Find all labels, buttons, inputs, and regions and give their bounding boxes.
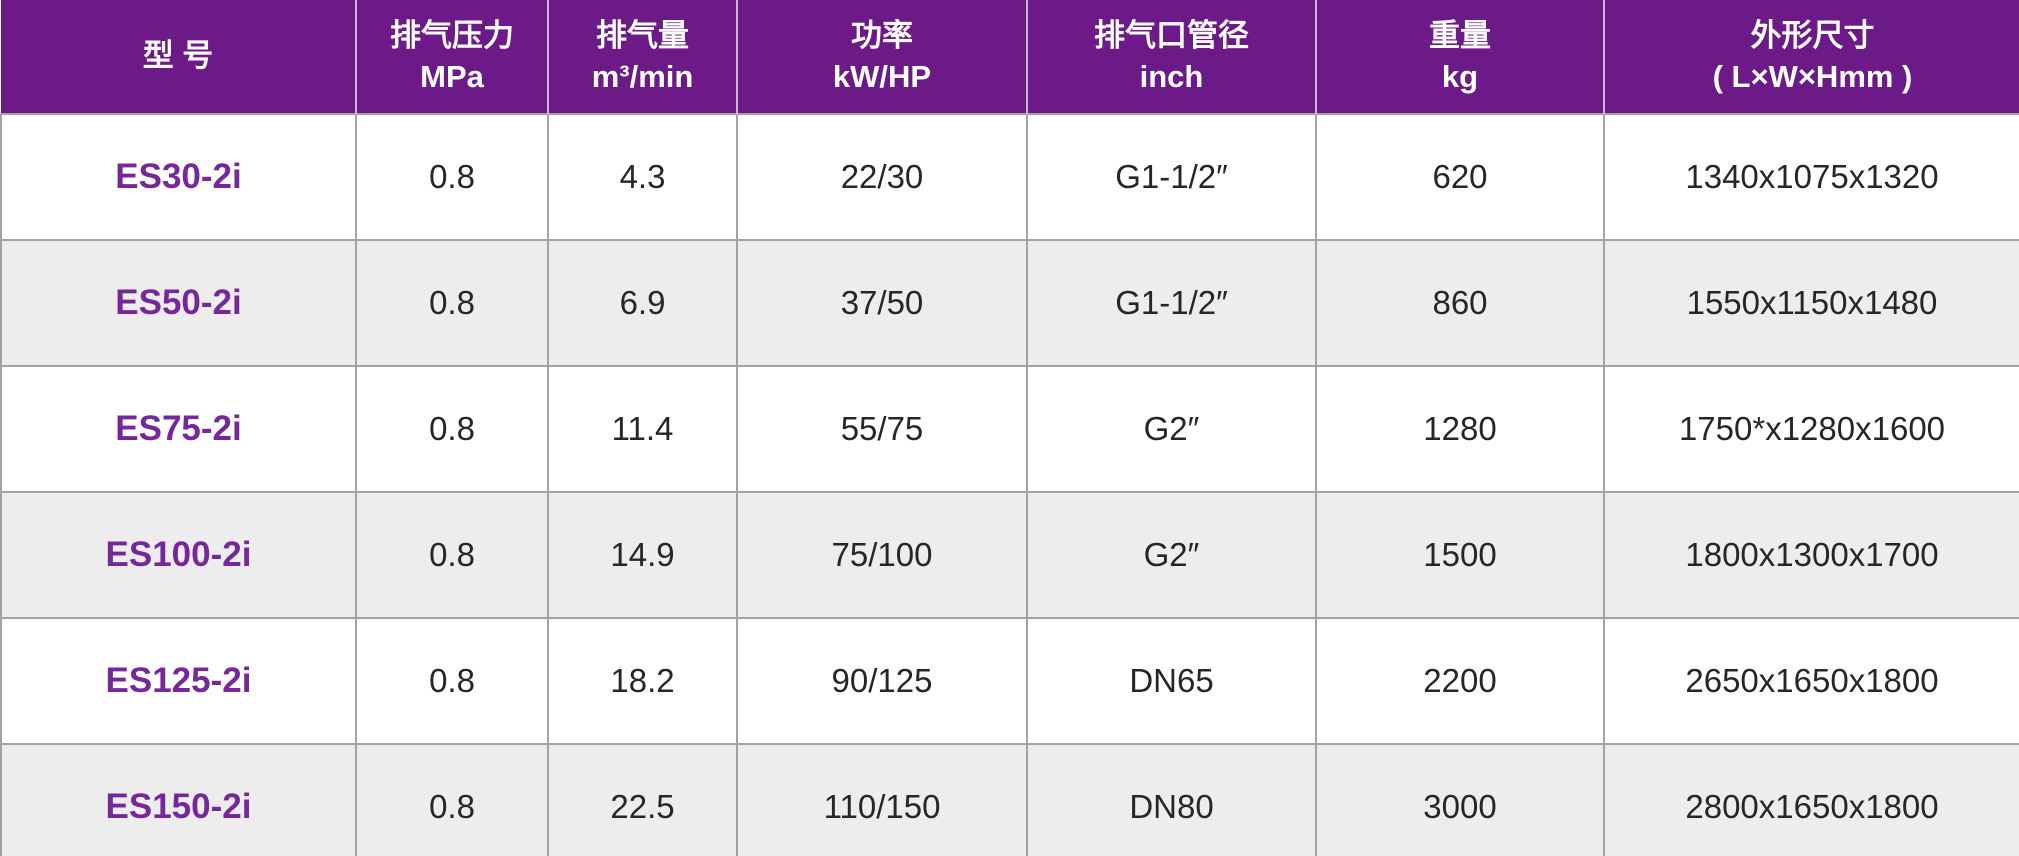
- cell-dimensions: 2800x1650x1800: [1603, 743, 2019, 856]
- cell-outlet: G2″: [1026, 491, 1317, 619]
- table-row: ES50-2i 0.8 6.9 37/50 G1-1/2″ 860 1550x1…: [0, 239, 2019, 367]
- header-outlet: 排气口管径 inch: [1026, 0, 1316, 114]
- cell-displacement: 6.9: [547, 239, 738, 367]
- cell-power: 110/150: [736, 743, 1028, 856]
- header-weight-title: 重量: [1429, 17, 1491, 53]
- cell-weight: 2200: [1315, 617, 1605, 745]
- cell-outlet: DN65: [1026, 617, 1317, 745]
- cell-pressure: 0.8: [355, 743, 549, 856]
- cell-outlet: G2″: [1026, 365, 1317, 493]
- cell-model: ES150-2i: [0, 743, 357, 856]
- cell-model: ES100-2i: [0, 491, 357, 619]
- cell-displacement: 22.5: [547, 743, 738, 856]
- cell-model: ES75-2i: [0, 365, 357, 493]
- header-power-unit: kW/HP: [832, 58, 932, 94]
- cell-displacement: 14.9: [547, 491, 738, 619]
- header-dimensions-title: 外形尺寸: [1750, 17, 1875, 53]
- cell-weight: 1280: [1315, 365, 1605, 493]
- cell-model: ES125-2i: [0, 617, 357, 745]
- cell-displacement: 4.3: [547, 113, 738, 241]
- cell-weight: 3000: [1315, 743, 1605, 856]
- table-row: ES150-2i 0.8 22.5 110/150 DN80 3000 2800…: [0, 743, 2019, 856]
- header-model-title: 型 号: [142, 38, 214, 74]
- header-outlet-unit: inch: [1139, 58, 1204, 94]
- cell-power: 75/100: [736, 491, 1028, 619]
- header-displacement-title: 排气量: [596, 17, 689, 53]
- cell-power: 55/75: [736, 365, 1028, 493]
- cell-weight: 1500: [1315, 491, 1605, 619]
- cell-pressure: 0.8: [355, 491, 549, 619]
- cell-dimensions: 1340x1075x1320: [1603, 113, 2019, 241]
- cell-pressure: 0.8: [355, 113, 549, 241]
- header-model: 型 号: [1, 0, 356, 114]
- header-dimensions: 外形尺寸 ( L×W×Hmm ): [1603, 0, 2019, 114]
- table-row: ES30-2i 0.8 4.3 22/30 G1-1/2″ 620 1340x1…: [0, 113, 2019, 241]
- header-outlet-title: 排气口管径: [1094, 17, 1249, 53]
- cell-power: 22/30: [736, 113, 1028, 241]
- cell-pressure: 0.8: [355, 617, 549, 745]
- header-row: 型 号 排气压力 MPa 排气量 m³/min 功率 kW/HP 排气口管径 i…: [1, 0, 2019, 114]
- cell-outlet: G1-1/2″: [1026, 239, 1317, 367]
- header-pressure-unit: MPa: [420, 58, 484, 94]
- cell-power: 37/50: [736, 239, 1028, 367]
- cell-model: ES50-2i: [0, 239, 357, 367]
- header-power-title: 功率: [851, 17, 913, 53]
- cell-weight: 620: [1315, 113, 1605, 241]
- cell-model: ES30-2i: [0, 113, 357, 241]
- cell-displacement: 18.2: [547, 617, 738, 745]
- cell-outlet: G1-1/2″: [1026, 113, 1317, 241]
- header-weight: 重量 kg: [1315, 0, 1604, 114]
- cell-pressure: 0.8: [355, 239, 549, 367]
- header-displacement: 排气量 m³/min: [547, 0, 737, 114]
- cell-pressure: 0.8: [355, 365, 549, 493]
- header-dimensions-unit: ( L×W×Hmm ): [1712, 58, 1913, 94]
- cell-power: 90/125: [736, 617, 1028, 745]
- header-displacement-unit: m³/min: [591, 58, 694, 94]
- table-row: ES75-2i 0.8 11.4 55/75 G2″ 1280 1750*x12…: [0, 365, 2019, 493]
- cell-dimensions: 1800x1300x1700: [1603, 491, 2019, 619]
- table-row: ES100-2i 0.8 14.9 75/100 G2″ 1500 1800x1…: [0, 491, 2019, 619]
- cell-dimensions: 1550x1150x1480: [1603, 239, 2019, 367]
- cell-weight: 860: [1315, 239, 1605, 367]
- header-pressure-title: 排气压力: [390, 17, 514, 53]
- header-pressure: 排气压力 MPa: [355, 0, 548, 114]
- table-row: ES125-2i 0.8 18.2 90/125 DN65 2200 2650x…: [0, 617, 2019, 745]
- cell-outlet: DN80: [1026, 743, 1317, 856]
- cell-dimensions: 1750*x1280x1600: [1603, 365, 2019, 493]
- table-body: ES30-2i 0.8 4.3 22/30 G1-1/2″ 620 1340x1…: [0, 113, 2019, 856]
- header-power: 功率 kW/HP: [736, 0, 1027, 114]
- cell-dimensions: 2650x1650x1800: [1603, 617, 2019, 745]
- table-header: 型 号 排气压力 MPa 排气量 m³/min 功率 kW/HP 排气口管径 i…: [1, 0, 2019, 114]
- cell-displacement: 11.4: [547, 365, 738, 493]
- header-weight-unit: kg: [1441, 58, 1479, 94]
